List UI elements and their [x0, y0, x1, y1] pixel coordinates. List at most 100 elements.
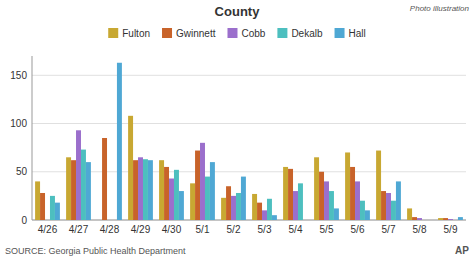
bar: [407, 208, 412, 220]
x-tick-label: 5/6: [351, 224, 365, 235]
y-axis-line: [32, 56, 33, 220]
bar: [319, 172, 324, 220]
annotation: Photo illustration: [410, 4, 470, 13]
grid-line: [32, 75, 466, 76]
bar: [133, 160, 138, 220]
bar: [210, 162, 215, 220]
bar: [148, 160, 153, 220]
bars: [35, 63, 463, 220]
bar: [458, 217, 463, 220]
bar: [329, 191, 334, 220]
x-tick-label: 4/28: [100, 224, 120, 235]
bar: [76, 130, 81, 220]
bar: [179, 191, 184, 220]
bar: [360, 201, 365, 220]
bar: [350, 167, 355, 220]
bar: [386, 193, 391, 220]
x-tick-label: 4/26: [38, 224, 58, 235]
bar: [438, 218, 443, 220]
x-tick-label: 4/30: [162, 224, 182, 235]
bar: [365, 210, 370, 220]
bar: [355, 181, 360, 220]
bar: [45, 220, 50, 221]
bar: [40, 193, 45, 220]
bar: [376, 151, 381, 220]
bar: [412, 217, 417, 220]
bar: [195, 151, 200, 220]
legend-label: Fulton: [122, 28, 150, 39]
legend-item: Dekalb: [277, 28, 323, 39]
bar: [174, 170, 179, 220]
bar: [35, 181, 40, 220]
bar: [453, 220, 458, 221]
legend-label: Hall: [349, 28, 366, 39]
bar: [314, 157, 319, 220]
bar: [107, 220, 112, 221]
bar: [102, 138, 107, 220]
y-tick-label: 0: [21, 215, 27, 226]
bar: [205, 177, 210, 220]
legend: Fulton Gwinnett Cobb Dekalb Hall: [108, 28, 366, 39]
bar: [112, 220, 117, 221]
legend-swatch: [108, 28, 118, 38]
bar: [417, 218, 422, 220]
legend-swatch: [335, 28, 345, 38]
bar: [50, 196, 55, 220]
bar: [293, 191, 298, 220]
legend-item: Fulton: [108, 28, 150, 39]
grid-line: [32, 171, 466, 172]
bar: [86, 162, 91, 220]
x-tick-label: 5/7: [382, 224, 396, 235]
bar: [200, 143, 205, 220]
grid: [32, 75, 466, 220]
bar: [117, 63, 122, 220]
bar: [391, 201, 396, 220]
chart-container: CountyPhoto illustrationSOURCE: Georgia …: [0, 0, 474, 260]
legend-label: Dekalb: [291, 28, 323, 39]
legend-item: Hall: [335, 28, 366, 39]
chart-svg: CountyPhoto illustrationSOURCE: Georgia …: [0, 0, 474, 260]
bar: [324, 181, 329, 220]
bar: [231, 196, 236, 220]
bar: [427, 220, 432, 221]
grid-line: [32, 123, 466, 124]
y-tick-label: 100: [10, 118, 27, 129]
x-tick-label: 5/9: [444, 224, 458, 235]
legend-item: Gwinnett: [162, 28, 216, 39]
bar: [159, 160, 164, 220]
bar: [164, 167, 169, 220]
bar: [252, 194, 257, 220]
legend-swatch: [162, 28, 172, 38]
bar: [298, 183, 303, 220]
x-tick-label: 5/1: [196, 224, 210, 235]
bar: [190, 183, 195, 220]
x-tick-label: 4/27: [69, 224, 89, 235]
bar: [345, 152, 350, 220]
bar: [272, 215, 277, 220]
bar: [283, 167, 288, 220]
bar: [221, 198, 226, 220]
bar: [262, 210, 267, 220]
bar: [66, 157, 71, 220]
bar: [381, 191, 386, 220]
legend-swatch: [277, 28, 287, 38]
bar: [128, 116, 133, 220]
x-tick-label: 5/3: [258, 224, 272, 235]
bar: [443, 218, 448, 220]
bar: [448, 219, 453, 220]
bar: [267, 199, 272, 220]
legend-label: Cobb: [241, 28, 265, 39]
legend-item: Cobb: [227, 28, 265, 39]
x-tick-label: 5/4: [289, 224, 303, 235]
y-tick-label: 150: [10, 70, 27, 81]
bar: [288, 169, 293, 220]
bar: [71, 160, 76, 220]
bar: [138, 157, 143, 220]
x-tick-label: 5/5: [320, 224, 334, 235]
x-tick-label: 5/2: [227, 224, 241, 235]
bar: [97, 220, 102, 221]
bar: [236, 193, 241, 220]
legend-swatch: [227, 28, 237, 38]
bar: [81, 150, 86, 220]
x-tick-label: 4/29: [131, 224, 151, 235]
